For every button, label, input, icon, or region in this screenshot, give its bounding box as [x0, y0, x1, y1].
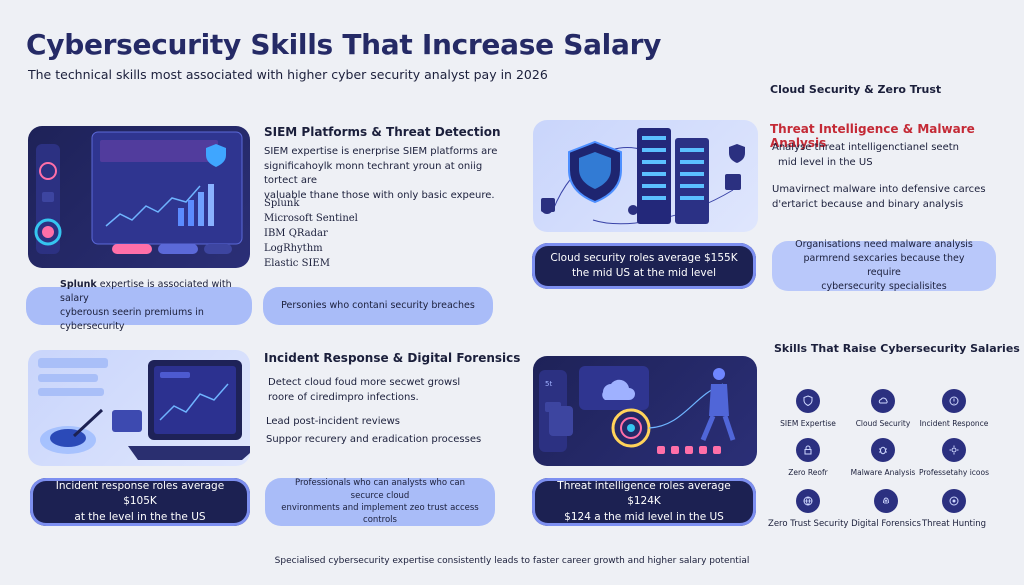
siem-tool-item: Splunk — [264, 198, 300, 209]
siem-desc-line: significahoylk monn techrant yroun at on… — [264, 160, 483, 187]
siem-title: SIEM Platforms & Threat Detection — [264, 125, 501, 139]
threat-hunting-illustration: 5t — [533, 356, 757, 466]
malware-pill: Organisations need malware analysis parm… — [772, 239, 996, 292]
threat-intel-text-a: Analyse threat intelligenctianel seetn m… — [772, 141, 959, 170]
incident-illustration — [28, 350, 250, 466]
skill-professetahy-icoos: Professetahy icoos — [914, 438, 994, 477]
footer-note: Specialised cybersecurity expertise cons… — [274, 556, 750, 566]
malware-pill-line: parmrend sexcaries because they require — [803, 253, 965, 278]
alert-icon — [942, 389, 966, 413]
skill-zero-reofr: Zero Reofr — [768, 438, 848, 477]
breach-pill: Personies who contani security breaches — [263, 287, 493, 325]
incident-line: roore of ciredimpro infections. — [268, 391, 419, 403]
skill-label: Threat Hunting — [921, 519, 986, 529]
incident-stat-line: at the level in the the US — [74, 510, 206, 523]
incident-title: Incident Response & Digital Forensics — [264, 351, 521, 365]
skill-malware-analysis: Malware Analysis — [843, 438, 923, 477]
skill-label: Professetahy icoos — [919, 468, 989, 477]
incident-line: Suppor recurery and eradication processe… — [266, 433, 482, 445]
cloud-illustration — [533, 120, 758, 232]
skill-incident-response: Incident Responce — [914, 389, 994, 428]
siem-description: SIEM expertise is enerprise SIEM platfor… — [264, 145, 514, 203]
globe-icon — [796, 489, 820, 513]
cloud-stat-line: the mid US at the mid level — [572, 267, 716, 279]
siem-tool-item: IBM QRadar — [264, 228, 328, 239]
skill-zero-trust: Zero Trust Security — [768, 489, 848, 529]
threat-intel-text-b: Umavirnect malware into defensive carces… — [772, 183, 986, 212]
skill-label: Zero Reofr — [788, 468, 828, 477]
siem-desc-line: valuable thane those with only basic exp… — [264, 189, 495, 201]
incident-stat-line: Incident response roles average $105K — [55, 480, 225, 508]
incident-text: Detect cloud foud more secwet growsl roo… — [268, 376, 460, 405]
shield-icon — [796, 389, 820, 413]
skill-label: Malware Analysis — [850, 468, 916, 477]
cloud-heading: Cloud Security & Zero Trust — [770, 83, 942, 96]
cloud-salary-pill: Cloud security roles average $155K the m… — [532, 243, 756, 289]
threat-intel-title: Threat Intelligence & Malware Analysis — [770, 122, 975, 150]
lock-icon — [796, 438, 820, 462]
siem-tool-item: LogRhythm — [264, 243, 323, 254]
skill-label: Digital Forensics — [851, 519, 921, 529]
threat-intel-line: Analyse threat intelligenctianel seetn — [772, 142, 959, 153]
threat-stat-line: $124 a the mid level in the US — [564, 510, 724, 523]
zero-trust-pill-line: environments and implement zeo trust acc… — [281, 503, 479, 526]
siem-desc-line: SIEM expertise is enerprise SIEM platfor… — [264, 146, 498, 157]
siem-illustration — [28, 126, 250, 268]
page-subtitle: The technical skills most associated wit… — [28, 67, 548, 82]
skill-label: Zero Trust Security — [768, 519, 849, 529]
skill-digital-forensics: Digital Forensics — [846, 489, 926, 529]
cloud-stat-line: Cloud security roles average $155K — [550, 251, 738, 264]
skill-label: Incident Responce — [919, 419, 989, 428]
page-title: Cybersecurity Skills That Increase Salar… — [26, 28, 662, 61]
incident-text-b: Lead post-incident reviews Suppor recure… — [266, 413, 481, 448]
threat-intel-salary-pill: Threat intelligence roles average $124K … — [532, 478, 756, 526]
malware-pill-line: Organisations need malware analysis — [795, 239, 973, 251]
incident-line: Detect cloud foud more secwet growsl — [268, 377, 461, 388]
threat-intel-line: mid level in the US — [778, 156, 873, 168]
gear-icon — [942, 438, 966, 462]
threat-intel-line: Umavirnect malware into defensive carces — [772, 184, 986, 195]
target-icon — [942, 489, 966, 513]
skill-siem-expertise: SIEM Expertise — [768, 389, 848, 428]
zero-trust-pill-line: Professionals who can analysts who can s… — [294, 478, 466, 501]
svg-text:5t: 5t — [545, 380, 552, 388]
cloud-icon — [871, 389, 895, 413]
skills-heading: Skills That Raise Cybersecurity Salaries — [774, 342, 1020, 355]
skill-label: Cloud Security — [855, 419, 911, 428]
threat-intel-line: d'ertarict because and binary analysis — [772, 198, 964, 210]
incident-line: Lead post-incident reviews — [266, 416, 401, 427]
zero-trust-pill: Professionals who can analysts who can s… — [265, 478, 495, 526]
splunk-bold: Splunk — [60, 279, 97, 291]
splunk-pill-text: expertise is associated with salary — [60, 279, 232, 305]
splunk-pill-line2: cyberousn seerin premiums in cybersecuri… — [60, 307, 204, 332]
threat-stat-line: Threat intelligence roles average $124K — [557, 480, 731, 508]
siem-tool-item: Microsoft Sentinel — [264, 213, 358, 224]
malware-pill-line: cybersecurity specialisites — [821, 280, 947, 292]
bug-icon — [871, 438, 895, 462]
siem-tool-list: Splunk Microsoft Sentinel IBM QRadar Log… — [264, 196, 358, 271]
skill-threat-hunting: Threat Hunting — [914, 489, 994, 529]
skill-cloud-security: Cloud Security — [843, 389, 923, 428]
splunk-salary-pill: Splunk expertise is associated with sala… — [26, 279, 252, 332]
incident-salary-pill: Incident response roles average $105K at… — [30, 478, 250, 526]
skill-label: SIEM Expertise — [780, 419, 836, 428]
siem-tool-item: Elastic SIEM — [264, 258, 330, 269]
fingerprint-icon — [874, 489, 898, 513]
